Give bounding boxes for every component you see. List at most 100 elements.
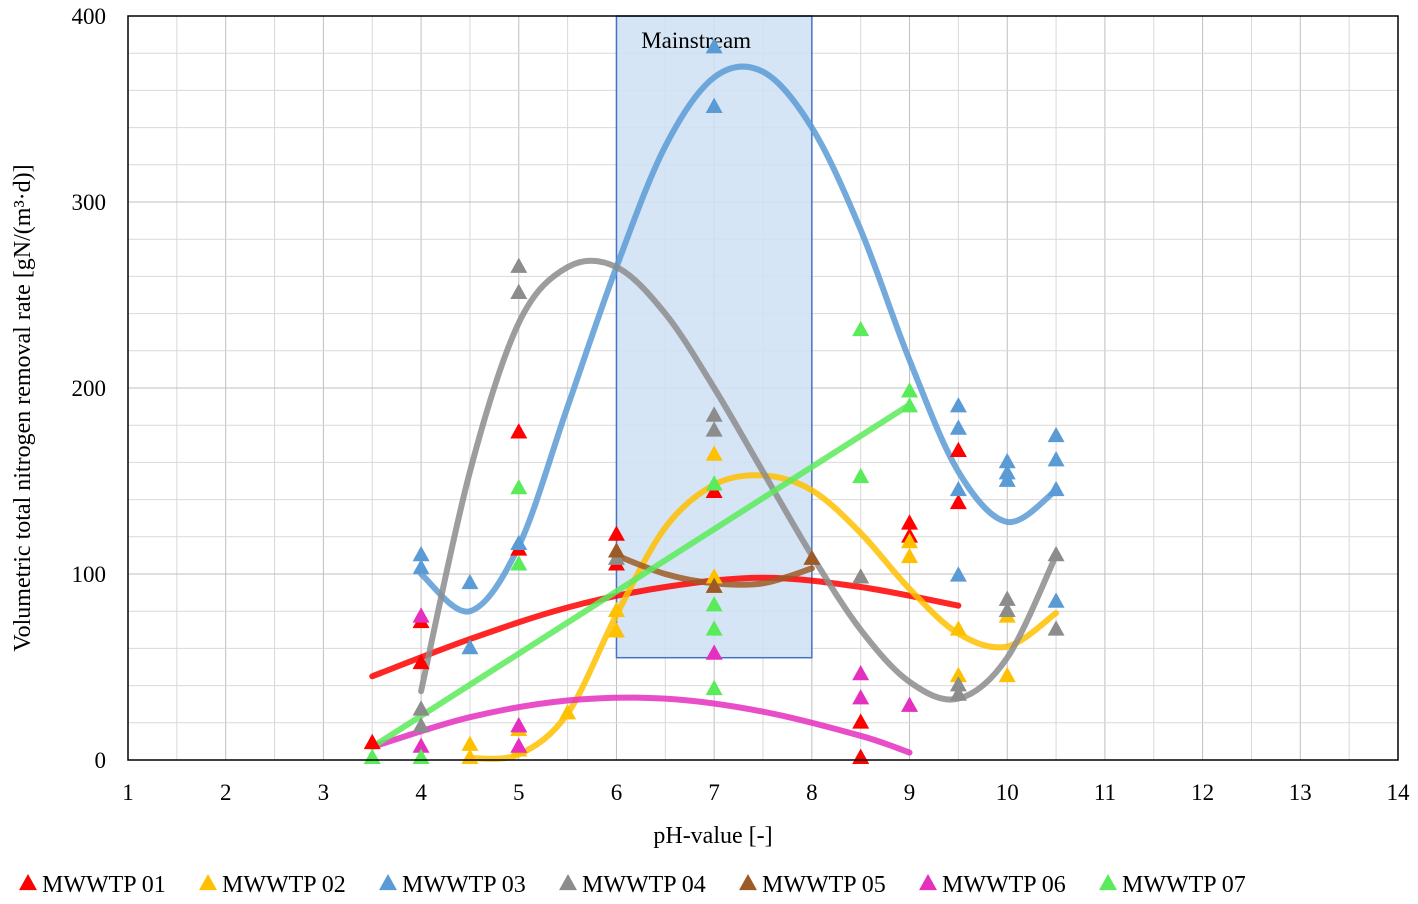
- point-mwwtp-03: [461, 573, 479, 590]
- legend-marker: [199, 873, 217, 891]
- point-mwwtp-02: [461, 735, 479, 751]
- point-mwwtp-01: [901, 514, 919, 530]
- point-mwwtp-01: [949, 493, 967, 510]
- legend-marker: [739, 873, 757, 891]
- x-tick-label: 1: [122, 780, 134, 805]
- point-mwwtp-07: [705, 679, 723, 696]
- point-mwwtp-02: [901, 547, 919, 564]
- point-mwwtp-07: [705, 475, 723, 491]
- point-mwwtp-06: [705, 644, 723, 660]
- point-mwwtp-04: [510, 283, 528, 299]
- point-mwwtp-02: [559, 704, 577, 720]
- point-mwwtp-05: [607, 542, 625, 558]
- point-mwwtp-04: [998, 601, 1016, 618]
- point-mwwtp-05: [803, 549, 821, 565]
- point-mwwtp-02: [949, 666, 967, 683]
- legend-item-mwwtp-06: MWWTP 06: [919, 872, 1066, 898]
- legend-marker: [379, 873, 397, 891]
- legend-item-mwwtp-04: MWWTP 04: [559, 872, 706, 898]
- legend-marker: [559, 873, 577, 891]
- point-mwwtp-03: [705, 38, 723, 54]
- point-mwwtp-03: [510, 534, 528, 551]
- point-mwwtp-02: [949, 620, 967, 636]
- point-mwwtp-04: [852, 568, 870, 584]
- point-mwwtp-07: [852, 467, 870, 484]
- y-axis-title: Volumetric total nitrogen removal rate […: [10, 164, 36, 651]
- x-tick-labels: 1 2 3 4 5 6 7 8 9 10 11 12 13 14: [122, 780, 1410, 805]
- x-tick-label: 7: [708, 780, 720, 805]
- point-mwwtp-03: [412, 558, 430, 575]
- point-mwwtp-06: [852, 664, 870, 681]
- point-mwwtp-07: [510, 555, 528, 571]
- x-axis-title: pH-value [-]: [653, 823, 772, 849]
- point-mwwtp-03: [412, 545, 430, 562]
- x-tick-label: 5: [513, 780, 525, 805]
- point-mwwtp-01: [510, 423, 528, 439]
- point-mwwtp-01: [412, 653, 430, 670]
- point-mwwtp-02: [705, 445, 723, 461]
- legend-label: MWWTP 02: [222, 872, 346, 898]
- y-tick-label: 0: [95, 748, 107, 773]
- legend-item-mwwtp-03: MWWTP 03: [379, 872, 526, 898]
- legend-item-mwwtp-05: MWWTP 05: [739, 872, 886, 898]
- legend-label: MWWTP 05: [762, 872, 886, 898]
- point-mwwtp-05: [705, 577, 723, 593]
- points-mwwtp-06: [412, 607, 919, 753]
- point-mwwtp-04: [705, 406, 723, 422]
- point-mwwtp-06: [412, 607, 430, 623]
- point-mwwtp-01: [607, 525, 625, 541]
- x-tick-label: 9: [904, 780, 916, 805]
- legend-label: MWWTP 01: [42, 872, 166, 898]
- point-mwwtp-03: [1047, 426, 1065, 443]
- legend-label: MWWTP 03: [402, 872, 526, 898]
- y-tick-label: 300: [72, 190, 107, 215]
- legend-label: MWWTP 06: [942, 872, 1066, 898]
- point-mwwtp-07: [705, 620, 723, 636]
- point-mwwtp-03: [998, 452, 1016, 469]
- y-tick-label: 400: [72, 4, 107, 29]
- point-mwwtp-06: [510, 717, 528, 733]
- legend-label: MWWTP 07: [1122, 872, 1246, 898]
- point-mwwtp-04: [510, 257, 528, 273]
- point-mwwtp-04: [412, 700, 430, 716]
- point-mwwtp-07: [510, 478, 528, 495]
- x-tick-label: 2: [220, 780, 232, 805]
- x-tick-label: 4: [415, 780, 427, 805]
- point-mwwtp-03: [949, 419, 967, 435]
- points-mwwtp-05: [607, 542, 821, 593]
- point-mwwtp-02: [705, 568, 723, 584]
- point-mwwtp-04: [412, 717, 430, 733]
- point-mwwtp-07: [705, 596, 723, 612]
- point-mwwtp-01: [852, 713, 870, 729]
- x-tick-label: 13: [1289, 780, 1312, 805]
- point-mwwtp-03: [1047, 592, 1065, 608]
- x-tick-label: 8: [806, 780, 818, 805]
- point-mwwtp-03: [1047, 451, 1065, 467]
- point-mwwtp-04: [998, 590, 1016, 606]
- legend: MWWTP 01 MWWTP 02 MWWTP 03 MWWTP 04 MWWTP 05…: [19, 872, 1246, 898]
- point-mwwtp-04: [949, 685, 967, 701]
- point-mwwtp-06: [510, 737, 528, 753]
- point-mwwtp-02: [607, 622, 625, 638]
- plot-frame: [127, 15, 1399, 761]
- point-mwwtp-03: [1047, 480, 1065, 497]
- point-mwwtp-04: [1047, 620, 1065, 636]
- point-mwwtp-02: [607, 601, 625, 618]
- point-mwwtp-03: [949, 397, 967, 413]
- point-mwwtp-02: [998, 666, 1016, 683]
- x-tick-label: 12: [1191, 780, 1214, 805]
- point-mwwtp-04: [949, 676, 967, 692]
- point-mwwtp-06: [412, 737, 430, 753]
- legend-marker: [19, 873, 37, 891]
- trend-mwwtp-07: [369, 401, 913, 750]
- point-mwwtp-06: [852, 689, 870, 705]
- point-mwwtp-03: [949, 566, 967, 582]
- trend-mwwtp-06: [369, 694, 913, 756]
- point-mwwtp-07: [901, 382, 919, 398]
- legend-marker: [1099, 873, 1117, 891]
- x-tick-label: 14: [1387, 780, 1411, 805]
- point-mwwtp-06: [901, 696, 919, 712]
- point-mwwtp-04: [1047, 545, 1065, 562]
